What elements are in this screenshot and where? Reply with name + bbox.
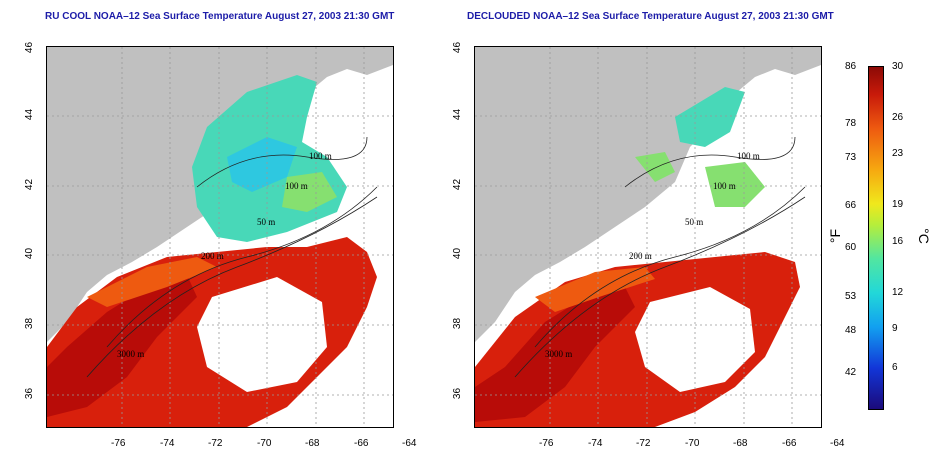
- x-tick: -66: [782, 438, 797, 449]
- fahrenheit-label: 48: [845, 325, 857, 336]
- x-tick: -70: [257, 438, 272, 449]
- x-tick: -66: [354, 438, 369, 449]
- y-tick: 46: [24, 41, 36, 54]
- celsius-label: 12: [892, 287, 904, 298]
- contour-label-100m-b: 100 m: [713, 181, 736, 191]
- contour-label-100m-a: 100 m: [737, 151, 760, 161]
- fahrenheit-label: 42: [845, 367, 857, 378]
- fahrenheit-label: 66: [845, 200, 857, 211]
- fahrenheit-label: 73: [845, 152, 857, 163]
- x-tick: -64: [402, 438, 417, 449]
- y-tick: 40: [452, 247, 464, 260]
- fahrenheit-label: 53: [845, 291, 857, 302]
- x-tick: -68: [305, 438, 320, 449]
- fahrenheit-label: 86: [845, 61, 857, 72]
- contour-label-100m-b: 100 m: [285, 181, 308, 191]
- x-tick: -64: [830, 438, 845, 449]
- x-tick: -76: [111, 438, 126, 449]
- right-panel-title: DECLOUDED NOAA–12 Sea Surface Temperatur…: [467, 11, 834, 22]
- celsius-label: 9: [892, 323, 898, 334]
- contour-label-3000m: 3000 m: [117, 349, 144, 359]
- x-tick: -74: [588, 438, 603, 449]
- y-tick: 40: [24, 247, 36, 260]
- celsius-unit-label: °C: [915, 228, 932, 244]
- x-tick: -72: [208, 438, 223, 449]
- contour-label-50m: 50 m: [685, 217, 703, 227]
- fahrenheit-label: 60: [845, 242, 857, 253]
- x-tick: -68: [733, 438, 748, 449]
- x-tick: -70: [685, 438, 700, 449]
- land-mass: [475, 47, 821, 342]
- left-panel-title: RU COOL NOAA–12 Sea Surface Temperature …: [45, 11, 395, 22]
- contour-label-50m: 50 m: [257, 217, 275, 227]
- celsius-label: 23: [892, 148, 904, 159]
- x-tick: -72: [636, 438, 651, 449]
- y-tick: 36: [452, 387, 464, 400]
- contour-label-100m-a: 100 m: [309, 151, 332, 161]
- celsius-label: 16: [892, 236, 904, 247]
- fahrenheit-unit-label: °F: [827, 228, 844, 244]
- y-tick: 46: [452, 41, 464, 54]
- contour-label-200m: 200 m: [201, 251, 224, 261]
- celsius-label: 6: [892, 362, 898, 373]
- right-sst-map: 100 m 100 m 50 m 200 m 3000 m: [474, 46, 822, 428]
- temperature-colorbar: [868, 66, 884, 410]
- fahrenheit-label: 78: [845, 118, 857, 129]
- x-tick: -74: [160, 438, 175, 449]
- left-sst-map: 100 m 100 m 50 m 200 m 3000 m: [46, 46, 394, 428]
- y-tick: 42: [24, 178, 36, 191]
- celsius-label: 19: [892, 199, 904, 210]
- y-tick: 44: [24, 108, 36, 121]
- y-tick: 38: [24, 317, 36, 330]
- x-tick: -76: [539, 438, 554, 449]
- y-tick: 44: [452, 108, 464, 121]
- contour-label-3000m: 3000 m: [545, 349, 572, 359]
- celsius-label: 26: [892, 112, 904, 123]
- y-tick: 42: [452, 178, 464, 191]
- y-tick: 38: [452, 317, 464, 330]
- celsius-label: 30: [892, 61, 904, 72]
- y-tick: 36: [24, 387, 36, 400]
- contour-label-200m: 200 m: [629, 251, 652, 261]
